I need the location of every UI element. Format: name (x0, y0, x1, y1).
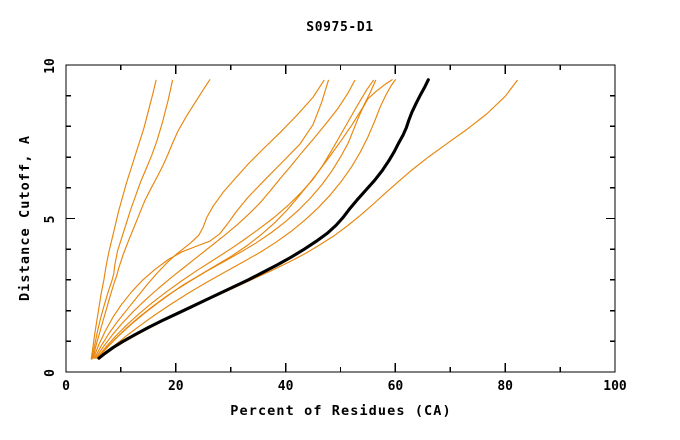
curve-prediction (97, 79, 377, 359)
y-tick-label: 5 (43, 216, 58, 224)
x-axis-tick-labels: 0 20 40 60 80 100 (62, 379, 627, 394)
y-tick-label: 0 (43, 369, 58, 377)
curve-prediction (90, 79, 157, 360)
y-axis-title: Distance Cutoff, A (17, 135, 33, 301)
curve-prediction (95, 79, 356, 359)
x-tick-label: 20 (168, 379, 184, 394)
curve-prediction (91, 79, 174, 360)
curve-prediction (92, 79, 329, 359)
y-axis-tick-labels: 0 5 10 (43, 58, 58, 377)
curve-prediction (93, 79, 325, 359)
y-tick-label: 10 (43, 58, 58, 74)
curve-target (97, 78, 430, 360)
curve-prediction (99, 79, 396, 359)
x-tick-label: 0 (62, 379, 70, 394)
x-axis-title: Percent of Residues (CA) (230, 403, 451, 419)
x-tick-label: 60 (388, 379, 404, 394)
x-tick-label: 80 (497, 379, 513, 394)
curve-prediction (92, 79, 211, 359)
x-axis-ticks (65, 65, 616, 372)
y-axis-ticks (66, 64, 615, 373)
data-curves (90, 78, 518, 360)
x-tick-label: 40 (278, 379, 294, 394)
curve-prediction (98, 79, 518, 359)
chart-title: S0975-D1 (306, 20, 373, 35)
curve-prediction (96, 79, 375, 359)
x-tick-label: 100 (603, 379, 627, 394)
